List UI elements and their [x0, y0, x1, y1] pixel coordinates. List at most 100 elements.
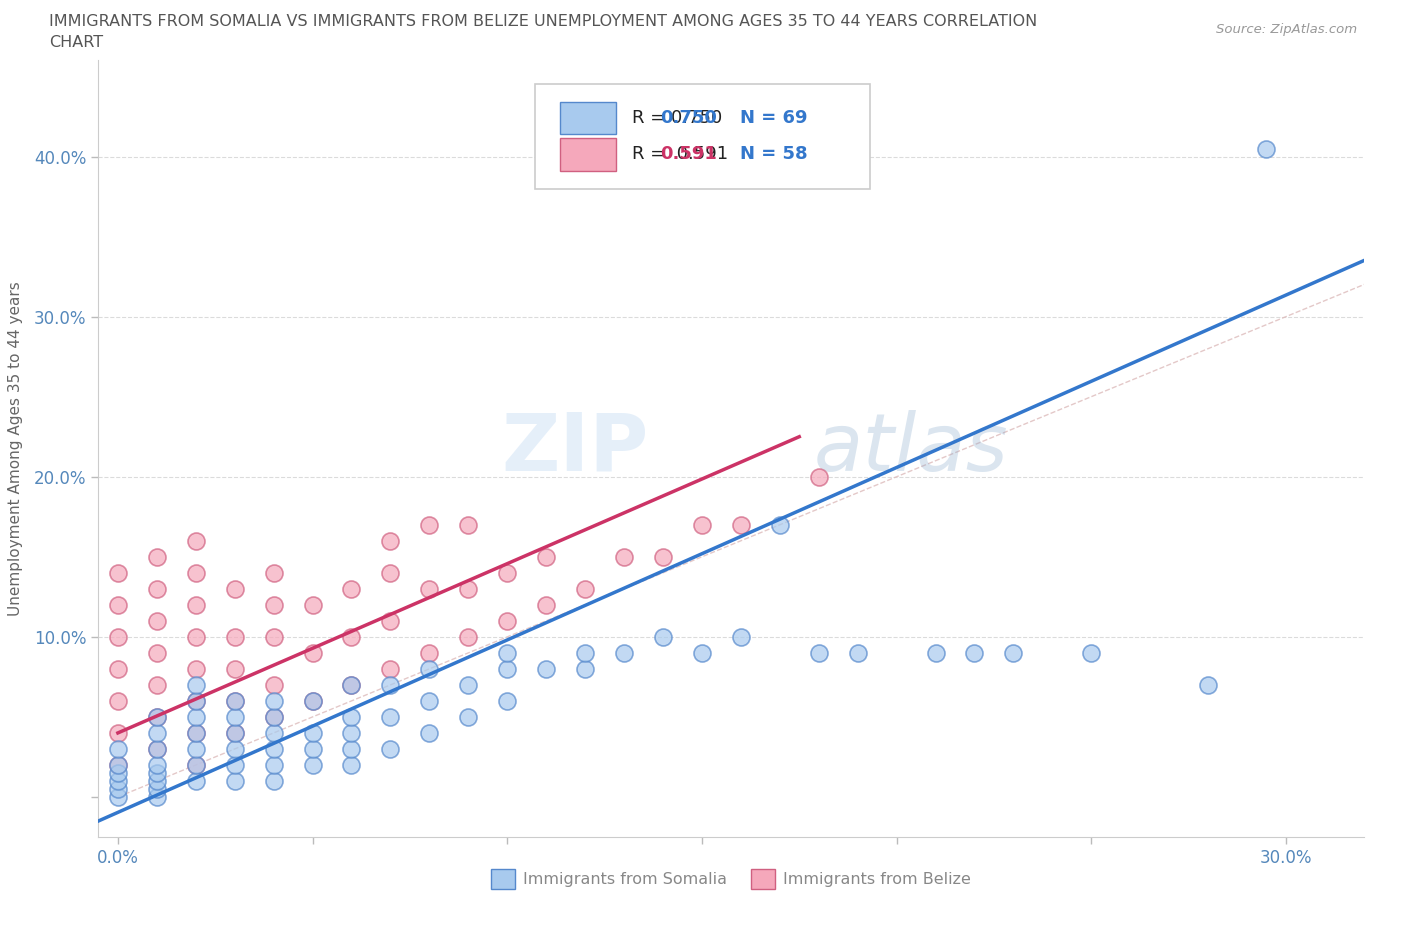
Point [730, 517, 752, 532]
Point [652, 550, 675, 565]
Point [380, 565, 402, 580]
FancyBboxPatch shape [534, 84, 870, 189]
Point [224, 741, 246, 756]
Point [263, 710, 285, 724]
Point [807, 645, 830, 660]
Point [1002, 645, 1025, 660]
FancyBboxPatch shape [560, 138, 616, 171]
Point [146, 725, 169, 740]
Point [107, 725, 129, 740]
Point [146, 774, 169, 789]
Point [184, 758, 207, 773]
Point [184, 565, 207, 580]
Point [574, 645, 596, 660]
Point [224, 581, 246, 596]
Point [807, 470, 830, 485]
Point [380, 614, 402, 629]
Point [184, 677, 207, 692]
Point [224, 725, 246, 740]
Point [496, 614, 519, 629]
Point [107, 758, 129, 773]
Point [146, 710, 169, 724]
Point [184, 597, 207, 612]
Point [184, 694, 207, 709]
Point [496, 565, 519, 580]
Point [340, 581, 363, 596]
Point [418, 725, 440, 740]
Text: N = 69: N = 69 [740, 109, 807, 126]
Point [613, 645, 636, 660]
Point [457, 630, 479, 644]
Point [107, 765, 129, 780]
Point [1197, 677, 1219, 692]
Point [263, 694, 285, 709]
Point [340, 758, 363, 773]
Point [340, 677, 363, 692]
Point [146, 741, 169, 756]
Point [380, 533, 402, 548]
Point [534, 597, 557, 612]
Point [1080, 645, 1102, 660]
Point [730, 630, 752, 644]
Point [263, 758, 285, 773]
Point [146, 614, 169, 629]
Point [263, 565, 285, 580]
Point [146, 645, 169, 660]
Point [457, 517, 479, 532]
Text: atlas: atlas [813, 410, 1008, 487]
Point [184, 694, 207, 709]
Point [301, 597, 323, 612]
Point [224, 661, 246, 676]
Point [184, 725, 207, 740]
Point [107, 790, 129, 804]
Point [146, 581, 169, 596]
Point [224, 758, 246, 773]
Point [263, 725, 285, 740]
Point [301, 694, 323, 709]
Point [107, 774, 129, 789]
Text: Source: ZipAtlas.com: Source: ZipAtlas.com [1216, 23, 1357, 36]
Point [263, 597, 285, 612]
Y-axis label: Unemployment Among Ages 35 to 44 years: Unemployment Among Ages 35 to 44 years [8, 282, 22, 616]
Point [224, 630, 246, 644]
Point [301, 725, 323, 740]
Point [340, 710, 363, 724]
Point [107, 661, 129, 676]
Point [146, 710, 169, 724]
Point [184, 710, 207, 724]
Point [340, 677, 363, 692]
Point [418, 694, 440, 709]
Text: IMMIGRANTS FROM SOMALIA VS IMMIGRANTS FROM BELIZE UNEMPLOYMENT AMONG AGES 35 TO : IMMIGRANTS FROM SOMALIA VS IMMIGRANTS FR… [49, 14, 1038, 29]
Point [107, 781, 129, 796]
Point [107, 597, 129, 612]
Point [457, 677, 479, 692]
Point [690, 645, 713, 660]
Point [418, 645, 440, 660]
Point [496, 645, 519, 660]
Legend: Immigrants from Somalia, Immigrants from Belize: Immigrants from Somalia, Immigrants from… [485, 863, 977, 895]
Point [224, 710, 246, 724]
Text: ZIP: ZIP [502, 410, 648, 487]
Point [263, 774, 285, 789]
Point [146, 790, 169, 804]
Point [146, 677, 169, 692]
Point [690, 517, 713, 532]
Point [1256, 141, 1278, 156]
Point [146, 765, 169, 780]
Point [224, 694, 246, 709]
Point [107, 758, 129, 773]
Point [574, 661, 596, 676]
Point [301, 694, 323, 709]
Text: 0.750: 0.750 [661, 109, 717, 126]
Point [340, 630, 363, 644]
Point [380, 741, 402, 756]
Point [263, 741, 285, 756]
Point [380, 710, 402, 724]
Point [224, 774, 246, 789]
Point [263, 710, 285, 724]
Text: N = 58: N = 58 [740, 145, 807, 164]
Point [496, 661, 519, 676]
Point [184, 630, 207, 644]
Point [963, 645, 986, 660]
Point [224, 725, 246, 740]
